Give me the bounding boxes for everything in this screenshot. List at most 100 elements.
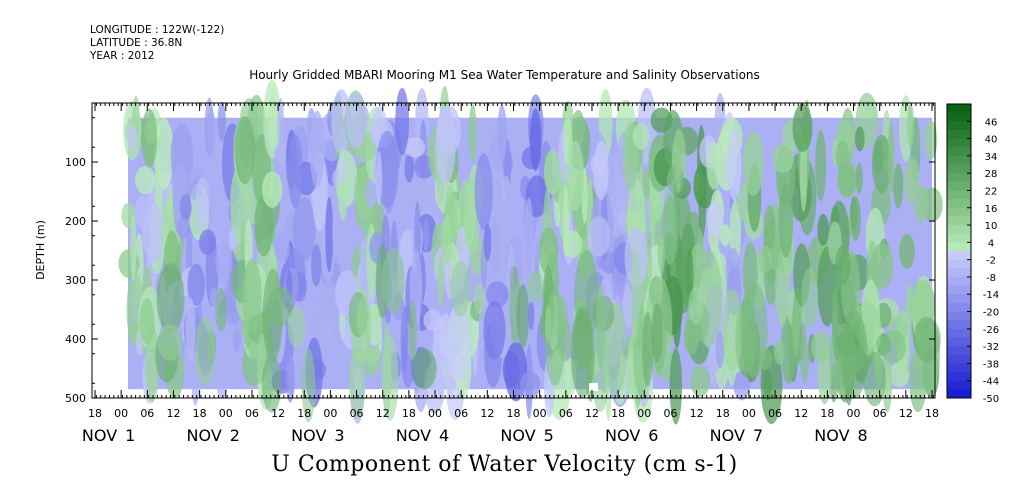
x-tick-label: 12 xyxy=(899,407,913,420)
heatmap-cell xyxy=(688,286,704,325)
heatmap-cell xyxy=(142,202,165,263)
heatmap-cell xyxy=(501,175,511,202)
x-day-month: NOV xyxy=(187,426,222,445)
x-day-month: NOV xyxy=(710,426,745,445)
heatmap-cell xyxy=(763,368,773,401)
colorbar-label: 4 xyxy=(988,238,994,249)
heatmap-cell xyxy=(835,140,850,173)
colorbar-frame xyxy=(946,103,972,399)
colorbar-label: 28 xyxy=(985,169,998,180)
heatmap-cell xyxy=(348,346,366,420)
colorbar-label: -50 xyxy=(983,394,999,405)
heatmap-cell xyxy=(792,288,803,365)
colorbar-label: -32 xyxy=(983,342,999,353)
heatmap-cell xyxy=(873,139,884,174)
colorbar-segment xyxy=(947,216,971,226)
heatmap-cell xyxy=(855,126,865,152)
x-day-number: 7 xyxy=(753,426,763,445)
heatmap-cell xyxy=(657,233,665,275)
latitude-line: LATITUDE : 36.8N xyxy=(90,37,183,49)
heatmap-cell xyxy=(566,140,585,211)
x-axis-label: U Component of Water Velocity (cm s-1) xyxy=(271,452,738,477)
x-tick-label: 06 xyxy=(245,407,259,420)
heatmap-cell xyxy=(483,223,492,262)
colorbar-segment xyxy=(947,302,971,313)
x-tick-label: 12 xyxy=(271,407,285,420)
x-day-month: NOV xyxy=(814,426,849,445)
heatmap-cell xyxy=(187,263,205,306)
heatmap-cell xyxy=(792,103,813,152)
x-day-number: 2 xyxy=(230,426,240,445)
heatmap-cell xyxy=(497,104,507,163)
colorbar-segment xyxy=(947,181,971,191)
heatmap-cell xyxy=(729,199,742,264)
heatmap-cell xyxy=(395,87,410,156)
x-tick-label: 12 xyxy=(585,407,599,420)
y-tick-label: 400 xyxy=(65,333,86,346)
x-tick-label: 18 xyxy=(716,407,730,420)
heatmap-cell xyxy=(318,281,341,323)
colorbar-segment xyxy=(947,389,971,399)
x-tick-label: 18 xyxy=(88,407,102,420)
heatmap-cell xyxy=(139,298,155,345)
heatmap-cell xyxy=(633,122,650,150)
colorbar-segment xyxy=(947,285,971,295)
colorbar-label: 40 xyxy=(985,135,998,146)
heatmap-cell xyxy=(763,205,776,251)
heatmap-cell xyxy=(206,107,216,157)
heatmap-cell xyxy=(529,108,542,171)
heatmap-cell xyxy=(262,171,283,208)
heatmap-cell xyxy=(277,97,284,146)
heatmap-cell xyxy=(675,145,682,193)
x-tick-label: 06 xyxy=(454,407,468,420)
heatmap-cell xyxy=(488,219,501,276)
heatmap-cell xyxy=(870,243,894,289)
heatmap-cell xyxy=(669,347,683,425)
heatmap-cell xyxy=(562,186,570,260)
colorbar-segment xyxy=(947,173,971,183)
heatmap-cell xyxy=(408,300,417,362)
x-day-month: NOV xyxy=(500,426,535,445)
colorbar-segment xyxy=(947,251,971,261)
heatmap-cell xyxy=(651,303,663,363)
colorbar-segment xyxy=(947,225,971,235)
heatmap-cell xyxy=(215,358,228,399)
heatmap-cell xyxy=(630,244,640,342)
colorbar-segment xyxy=(947,199,971,209)
heatmap-cell xyxy=(817,213,830,246)
heatmap-cell xyxy=(118,249,140,278)
x-tick-label: 12 xyxy=(480,407,494,420)
heatmap-cell xyxy=(287,133,303,209)
colorbar-segment xyxy=(947,346,971,356)
x-day-month: NOV xyxy=(605,426,640,445)
heatmap-cell xyxy=(234,116,256,185)
heatmap-cell xyxy=(185,297,196,362)
x-tick-label: 18 xyxy=(611,407,625,420)
heatmap-cell xyxy=(502,350,520,388)
heatmap-cell xyxy=(263,79,281,159)
colorbar-segment xyxy=(947,207,971,217)
colorbar-label: -44 xyxy=(983,377,999,388)
x-tick-label: 06 xyxy=(663,407,677,420)
x-day-number: 3 xyxy=(334,426,344,445)
heatmap-cell xyxy=(887,121,895,195)
heatmap-cell xyxy=(527,270,544,303)
heatmap-cell xyxy=(706,142,722,190)
heatmap-cell xyxy=(913,185,929,223)
heatmap-cell xyxy=(156,263,185,334)
heatmap-cell xyxy=(757,245,773,274)
heatmap-cell xyxy=(437,256,445,308)
chart-title: Hourly Gridded MBARI Mooring M1 Sea Wate… xyxy=(249,68,760,82)
x-tick-label: 06 xyxy=(873,407,887,420)
x-tick-label: 00 xyxy=(742,407,756,420)
colorbar-segment xyxy=(947,372,971,382)
x-tick-label: 06 xyxy=(559,407,573,420)
heatmap-cell xyxy=(855,162,863,194)
heatmap-cell xyxy=(801,267,819,328)
colorbar-segment xyxy=(947,138,971,148)
heatmap-cell xyxy=(778,183,794,258)
heatmap-cell xyxy=(772,143,795,173)
heatmap-cell xyxy=(403,137,426,158)
heatmap-cell xyxy=(254,194,274,257)
colorbar-segment xyxy=(947,328,971,338)
